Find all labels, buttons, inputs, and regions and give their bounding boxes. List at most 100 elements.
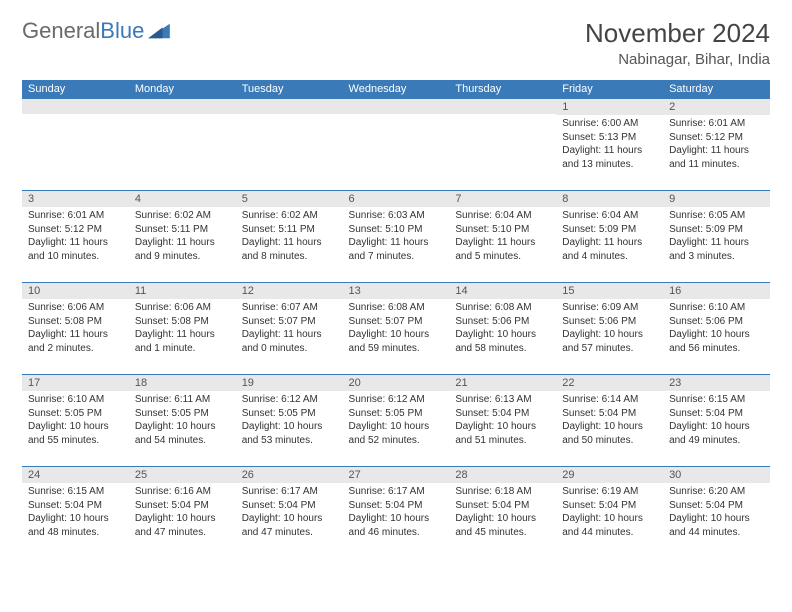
- logo: GeneralBlue: [22, 18, 170, 44]
- weekday-header: Monday: [129, 80, 236, 99]
- daylight-text: Daylight: 10 hours and 48 minutes.: [28, 512, 123, 539]
- calendar-day-cell: 8Sunrise: 6:04 AMSunset: 5:09 PMDaylight…: [556, 191, 663, 283]
- daylight-text: Daylight: 11 hours and 4 minutes.: [562, 236, 657, 263]
- daylight-text: Daylight: 11 hours and 8 minutes.: [242, 236, 337, 263]
- calendar-day-cell: 19Sunrise: 6:12 AMSunset: 5:05 PMDayligh…: [236, 375, 343, 467]
- sunrise-text: Sunrise: 6:03 AM: [349, 209, 444, 223]
- day-number: 4: [129, 191, 236, 207]
- logo-text-gray: General: [22, 18, 100, 43]
- sunset-text: Sunset: 5:04 PM: [562, 499, 657, 513]
- day-data: Sunrise: 6:02 AMSunset: 5:11 PMDaylight:…: [129, 207, 236, 267]
- daylight-text: Daylight: 10 hours and 59 minutes.: [349, 328, 444, 355]
- day-data: Sunrise: 6:08 AMSunset: 5:07 PMDaylight:…: [343, 299, 450, 359]
- day-data: Sunrise: 6:18 AMSunset: 5:04 PMDaylight:…: [449, 483, 556, 543]
- sunset-text: Sunset: 5:05 PM: [28, 407, 123, 421]
- day-number: [236, 99, 343, 114]
- day-number: 14: [449, 283, 556, 299]
- day-data: Sunrise: 6:04 AMSunset: 5:10 PMDaylight:…: [449, 207, 556, 267]
- sunrise-text: Sunrise: 6:06 AM: [135, 301, 230, 315]
- sunset-text: Sunset: 5:04 PM: [242, 499, 337, 513]
- sunrise-text: Sunrise: 6:04 AM: [455, 209, 550, 223]
- calendar-day-cell: 29Sunrise: 6:19 AMSunset: 5:04 PMDayligh…: [556, 467, 663, 559]
- daylight-text: Daylight: 10 hours and 56 minutes.: [669, 328, 764, 355]
- day-number: [449, 99, 556, 114]
- day-data: Sunrise: 6:17 AMSunset: 5:04 PMDaylight:…: [343, 483, 450, 543]
- daylight-text: Daylight: 10 hours and 55 minutes.: [28, 420, 123, 447]
- day-data: Sunrise: 6:06 AMSunset: 5:08 PMDaylight:…: [129, 299, 236, 359]
- weekday-header: Wednesday: [343, 80, 450, 99]
- day-data: Sunrise: 6:04 AMSunset: 5:09 PMDaylight:…: [556, 207, 663, 267]
- day-number: [129, 99, 236, 114]
- daylight-text: Daylight: 11 hours and 1 minute.: [135, 328, 230, 355]
- sunrise-text: Sunrise: 6:15 AM: [669, 393, 764, 407]
- day-number: [343, 99, 450, 114]
- day-number: 27: [343, 467, 450, 483]
- day-number: 22: [556, 375, 663, 391]
- day-data: Sunrise: 6:16 AMSunset: 5:04 PMDaylight:…: [129, 483, 236, 543]
- sunset-text: Sunset: 5:06 PM: [455, 315, 550, 329]
- day-data: Sunrise: 6:20 AMSunset: 5:04 PMDaylight:…: [663, 483, 770, 543]
- sunrise-text: Sunrise: 6:19 AM: [562, 485, 657, 499]
- weekday-header-row: Sunday Monday Tuesday Wednesday Thursday…: [22, 80, 770, 99]
- sunset-text: Sunset: 5:04 PM: [562, 407, 657, 421]
- calendar-day-cell: 21Sunrise: 6:13 AMSunset: 5:04 PMDayligh…: [449, 375, 556, 467]
- day-data: Sunrise: 6:15 AMSunset: 5:04 PMDaylight:…: [22, 483, 129, 543]
- sunrise-text: Sunrise: 6:02 AM: [135, 209, 230, 223]
- calendar-day-cell: 28Sunrise: 6:18 AMSunset: 5:04 PMDayligh…: [449, 467, 556, 559]
- calendar-day-cell: 16Sunrise: 6:10 AMSunset: 5:06 PMDayligh…: [663, 283, 770, 375]
- sunrise-text: Sunrise: 6:05 AM: [669, 209, 764, 223]
- day-data: Sunrise: 6:12 AMSunset: 5:05 PMDaylight:…: [343, 391, 450, 451]
- calendar-day-cell: 18Sunrise: 6:11 AMSunset: 5:05 PMDayligh…: [129, 375, 236, 467]
- sunset-text: Sunset: 5:04 PM: [669, 407, 764, 421]
- sunrise-text: Sunrise: 6:12 AM: [349, 393, 444, 407]
- day-number: 8: [556, 191, 663, 207]
- sunset-text: Sunset: 5:05 PM: [242, 407, 337, 421]
- day-number: 17: [22, 375, 129, 391]
- calendar-day-cell: 2Sunrise: 6:01 AMSunset: 5:12 PMDaylight…: [663, 99, 770, 191]
- sunset-text: Sunset: 5:04 PM: [455, 407, 550, 421]
- calendar-week-row: 10Sunrise: 6:06 AMSunset: 5:08 PMDayligh…: [22, 283, 770, 375]
- daylight-text: Daylight: 10 hours and 44 minutes.: [562, 512, 657, 539]
- day-data: Sunrise: 6:14 AMSunset: 5:04 PMDaylight:…: [556, 391, 663, 451]
- sunset-text: Sunset: 5:12 PM: [28, 223, 123, 237]
- daylight-text: Daylight: 11 hours and 5 minutes.: [455, 236, 550, 263]
- sunrise-text: Sunrise: 6:08 AM: [455, 301, 550, 315]
- title-block: November 2024 Nabinagar, Bihar, India: [585, 18, 770, 68]
- day-data: Sunrise: 6:08 AMSunset: 5:06 PMDaylight:…: [449, 299, 556, 359]
- sunrise-text: Sunrise: 6:04 AM: [562, 209, 657, 223]
- sunrise-text: Sunrise: 6:17 AM: [242, 485, 337, 499]
- sunset-text: Sunset: 5:05 PM: [349, 407, 444, 421]
- day-number: 30: [663, 467, 770, 483]
- calendar-day-cell: [449, 99, 556, 191]
- location-text: Nabinagar, Bihar, India: [585, 51, 770, 68]
- sunset-text: Sunset: 5:07 PM: [349, 315, 444, 329]
- day-data: Sunrise: 6:07 AMSunset: 5:07 PMDaylight:…: [236, 299, 343, 359]
- sunrise-text: Sunrise: 6:10 AM: [28, 393, 123, 407]
- day-number: [22, 99, 129, 114]
- day-data: Sunrise: 6:05 AMSunset: 5:09 PMDaylight:…: [663, 207, 770, 267]
- logo-text: GeneralBlue: [22, 18, 144, 44]
- daylight-text: Daylight: 10 hours and 44 minutes.: [669, 512, 764, 539]
- day-number: 19: [236, 375, 343, 391]
- weekday-header: Sunday: [22, 80, 129, 99]
- calendar-day-cell: 27Sunrise: 6:17 AMSunset: 5:04 PMDayligh…: [343, 467, 450, 559]
- calendar-day-cell: 30Sunrise: 6:20 AMSunset: 5:04 PMDayligh…: [663, 467, 770, 559]
- sunrise-text: Sunrise: 6:18 AM: [455, 485, 550, 499]
- daylight-text: Daylight: 11 hours and 11 minutes.: [669, 144, 764, 171]
- sunrise-text: Sunrise: 6:06 AM: [28, 301, 123, 315]
- daylight-text: Daylight: 11 hours and 0 minutes.: [242, 328, 337, 355]
- logo-triangle-icon: [148, 22, 170, 40]
- day-data: Sunrise: 6:09 AMSunset: 5:06 PMDaylight:…: [556, 299, 663, 359]
- day-number: 7: [449, 191, 556, 207]
- daylight-text: Daylight: 11 hours and 9 minutes.: [135, 236, 230, 263]
- calendar-table: Sunday Monday Tuesday Wednesday Thursday…: [22, 80, 770, 559]
- calendar-body: 1Sunrise: 6:00 AMSunset: 5:13 PMDaylight…: [22, 99, 770, 559]
- calendar-week-row: 17Sunrise: 6:10 AMSunset: 5:05 PMDayligh…: [22, 375, 770, 467]
- day-number: 16: [663, 283, 770, 299]
- calendar-day-cell: 20Sunrise: 6:12 AMSunset: 5:05 PMDayligh…: [343, 375, 450, 467]
- calendar-day-cell: [343, 99, 450, 191]
- calendar-week-row: 3Sunrise: 6:01 AMSunset: 5:12 PMDaylight…: [22, 191, 770, 283]
- day-data: Sunrise: 6:11 AMSunset: 5:05 PMDaylight:…: [129, 391, 236, 451]
- sunset-text: Sunset: 5:04 PM: [669, 499, 764, 513]
- calendar-week-row: 24Sunrise: 6:15 AMSunset: 5:04 PMDayligh…: [22, 467, 770, 559]
